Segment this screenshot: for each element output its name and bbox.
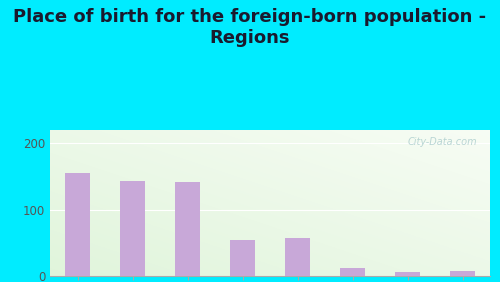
Bar	[230, 240, 255, 276]
Bar	[120, 181, 145, 276]
Text: Place of birth for the foreign-born population -
Regions: Place of birth for the foreign-born popu…	[14, 8, 486, 47]
Bar	[285, 238, 310, 276]
Bar	[340, 268, 365, 276]
Bar	[175, 182, 200, 276]
Bar	[450, 271, 475, 276]
Bar	[395, 272, 420, 276]
Text: City-Data.com: City-Data.com	[407, 137, 477, 147]
Bar	[65, 173, 90, 276]
